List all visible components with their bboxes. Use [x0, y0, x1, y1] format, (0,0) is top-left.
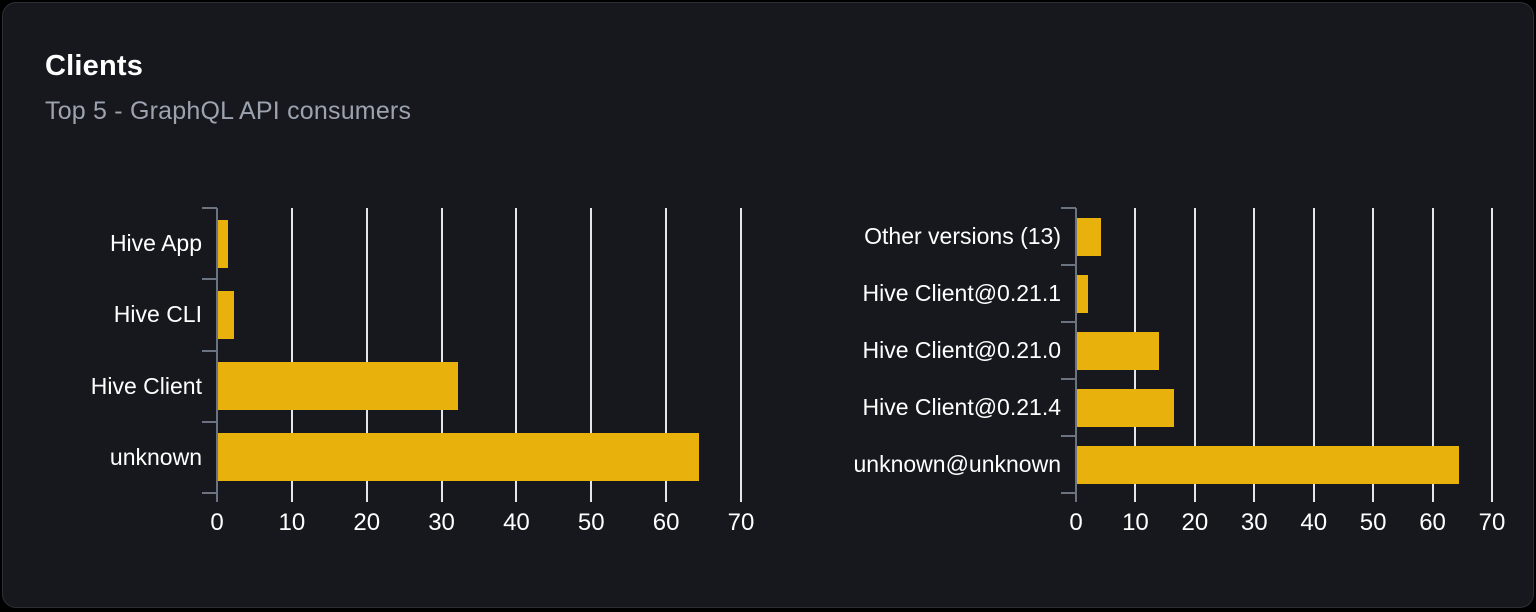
- category-label: unknown: [109, 443, 202, 470]
- category-label: Hive Client: [90, 372, 202, 399]
- gridline: [590, 208, 593, 502]
- x-tick-label: 50: [1359, 509, 1387, 536]
- category-label: unknown@unknown: [853, 451, 1061, 477]
- x-tick-label: 40: [503, 509, 530, 536]
- x-tick-label: 10: [278, 509, 306, 536]
- bar: [1077, 218, 1101, 256]
- y-axis-tick: [1061, 435, 1076, 437]
- bar: [1077, 389, 1174, 427]
- category-labels: Other versions (13) Hive Client@0.21.1 Hiv…: [838, 208, 1061, 493]
- card-title: Clients: [45, 50, 144, 82]
- category-label: Hive App: [109, 230, 202, 257]
- x-tick-label: 60: [652, 509, 680, 536]
- y-axis-tick: [202, 350, 217, 352]
- bar: [218, 362, 458, 410]
- bar: [1077, 275, 1088, 313]
- x-tick-label: 20: [1181, 509, 1209, 536]
- gridline: [1431, 208, 1434, 502]
- bar: [218, 433, 699, 481]
- x-tick-label: 70: [1478, 509, 1506, 536]
- gridline: [440, 208, 443, 502]
- gridline: [1253, 208, 1256, 502]
- plot-area: 0 10 20 30 40 50 60 70: [1061, 207, 1505, 536]
- x-tick-label: 70: [727, 509, 755, 536]
- y-axis-tick: [1061, 207, 1076, 209]
- clients-bar-chart: Hive App Hive CLI Hive Client unknown 0 10 20 3…: [63, 207, 754, 536]
- category-label: Hive Client@0.21.4: [862, 394, 1062, 420]
- card-subtitle: Top 5 - GraphQL API consumers: [45, 96, 412, 125]
- bar: [218, 291, 234, 339]
- x-tick-label: 40: [1300, 509, 1328, 536]
- y-axis-line: [216, 208, 218, 502]
- category-label: Other versions (13): [864, 223, 1061, 249]
- y-axis-tick: [1061, 321, 1076, 323]
- gridline: [365, 208, 368, 502]
- category-labels: Hive App Hive CLI Hive Client unknown: [63, 208, 202, 493]
- x-tick-label: 30: [428, 509, 455, 536]
- x-tick-label: 50: [577, 509, 605, 536]
- gridline: [1312, 208, 1315, 502]
- gridline: [1372, 208, 1375, 502]
- y-axis-tick: [202, 207, 217, 209]
- bar: [1077, 332, 1159, 370]
- gridline: [740, 208, 742, 502]
- gridline: [290, 208, 293, 502]
- gridline: [515, 208, 518, 502]
- y-axis-tick: [202, 278, 217, 280]
- bar: [218, 220, 228, 268]
- client-versions-bar-chart: Other versions (13) Hive Client@0.21.1 Hiv…: [838, 207, 1505, 536]
- category-label: Hive Client@0.21.1: [862, 280, 1062, 306]
- bar: [1077, 446, 1459, 484]
- y-axis-line: [1075, 208, 1077, 502]
- gridline: [1491, 208, 1493, 502]
- x-tick-label: 30: [1240, 509, 1268, 536]
- x-tick-label: 0: [1069, 509, 1083, 536]
- y-axis-tick: [1061, 264, 1076, 266]
- gridline: [665, 208, 668, 502]
- x-tick-label: 60: [1419, 509, 1446, 536]
- y-axis-tick: [202, 492, 217, 494]
- gridline: [1193, 208, 1196, 502]
- plot-area: 0 10 20 30 40 50 60 70: [202, 207, 754, 536]
- category-label: Hive CLI: [113, 301, 202, 328]
- x-tick-label: 10: [1122, 509, 1149, 536]
- y-axis-tick: [202, 421, 217, 423]
- card-header: Clients Top 5 - GraphQL API consumers: [45, 50, 412, 126]
- y-axis-tick: [1061, 378, 1076, 380]
- x-tick-label: 20: [353, 509, 381, 536]
- category-label: Hive Client@0.21.0: [862, 337, 1062, 363]
- x-tick-label: 0: [210, 509, 224, 536]
- y-axis-tick: [1061, 492, 1076, 494]
